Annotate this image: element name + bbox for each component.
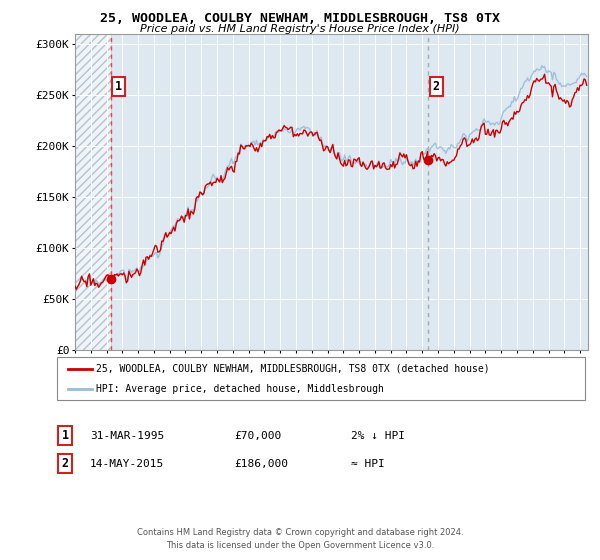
Text: 2% ↓ HPI: 2% ↓ HPI xyxy=(351,431,405,441)
Text: 1: 1 xyxy=(115,80,122,93)
Text: 2: 2 xyxy=(433,80,440,93)
Text: 1: 1 xyxy=(62,429,69,442)
Text: 14-MAY-2015: 14-MAY-2015 xyxy=(90,459,164,469)
Text: HPI: Average price, detached house, Middlesbrough: HPI: Average price, detached house, Midd… xyxy=(96,385,384,394)
Text: 25, WOODLEA, COULBY NEWHAM, MIDDLESBROUGH, TS8 0TX: 25, WOODLEA, COULBY NEWHAM, MIDDLESBROUG… xyxy=(100,12,500,25)
Text: £186,000: £186,000 xyxy=(234,459,288,469)
Text: 31-MAR-1995: 31-MAR-1995 xyxy=(90,431,164,441)
Text: £70,000: £70,000 xyxy=(234,431,281,441)
Text: ≈ HPI: ≈ HPI xyxy=(351,459,385,469)
Text: Contains HM Land Registry data © Crown copyright and database right 2024.
This d: Contains HM Land Registry data © Crown c… xyxy=(137,529,463,550)
Text: 2: 2 xyxy=(62,457,69,470)
Text: 25, WOODLEA, COULBY NEWHAM, MIDDLESBROUGH, TS8 0TX (detached house): 25, WOODLEA, COULBY NEWHAM, MIDDLESBROUG… xyxy=(96,364,490,374)
Text: Price paid vs. HM Land Registry's House Price Index (HPI): Price paid vs. HM Land Registry's House … xyxy=(140,24,460,34)
